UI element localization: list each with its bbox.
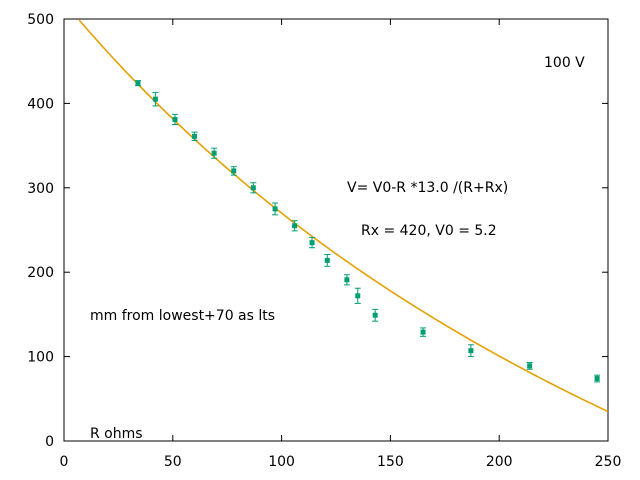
data-point: [192, 133, 198, 139]
data-point: [372, 312, 378, 318]
data-point: [231, 168, 237, 174]
data-point: [468, 348, 474, 354]
x-tick-label: 0: [60, 454, 69, 470]
data-point: [594, 376, 600, 382]
fit-curve-group: [78, 19, 609, 413]
x-tick-label: 50: [164, 454, 182, 470]
y-tick-label: 300: [27, 181, 54, 197]
data-point: [355, 293, 361, 299]
plot-axes: [63, 18, 609, 442]
x-tick-label: 250: [595, 454, 622, 470]
data-point: [420, 329, 426, 335]
fit-curve: [78, 19, 609, 413]
y-tick-label: 500: [27, 12, 54, 28]
annotation-params: Rx = 420, V0 = 5.2: [361, 223, 497, 239]
x-tick-label: 100: [268, 454, 295, 470]
x-tick-label: 150: [377, 454, 404, 470]
annotation-note: mm from lowest+70 as lts: [90, 308, 275, 324]
annotation-voltage: 100 V: [544, 55, 585, 71]
annotation-axis-note: R ohms: [90, 426, 143, 442]
x-tick-label: 200: [486, 454, 513, 470]
data-point: [152, 96, 158, 102]
data-point: [527, 363, 533, 369]
y-tick-label: 0: [45, 434, 54, 450]
y-tick-label: 200: [27, 265, 54, 281]
data-point: [272, 206, 278, 212]
data-point: [172, 116, 178, 122]
axis-ticks: 0 50 100 150 200 250 0 100 200 300 400 500: [27, 12, 621, 470]
data-points-group: [134, 80, 601, 383]
data-point: [344, 277, 350, 283]
y-tick-label: 400: [27, 96, 54, 112]
data-point: [309, 240, 315, 246]
plot-frame: [63, 18, 609, 442]
data-point: [135, 80, 141, 86]
data-point: [211, 150, 217, 156]
data-point: [292, 223, 298, 229]
data-point: [324, 257, 330, 263]
annotation-formula: V= V0-R *13.0 /(R+Rx): [347, 180, 508, 196]
data-point: [250, 185, 256, 191]
y-tick-label: 100: [27, 350, 54, 366]
